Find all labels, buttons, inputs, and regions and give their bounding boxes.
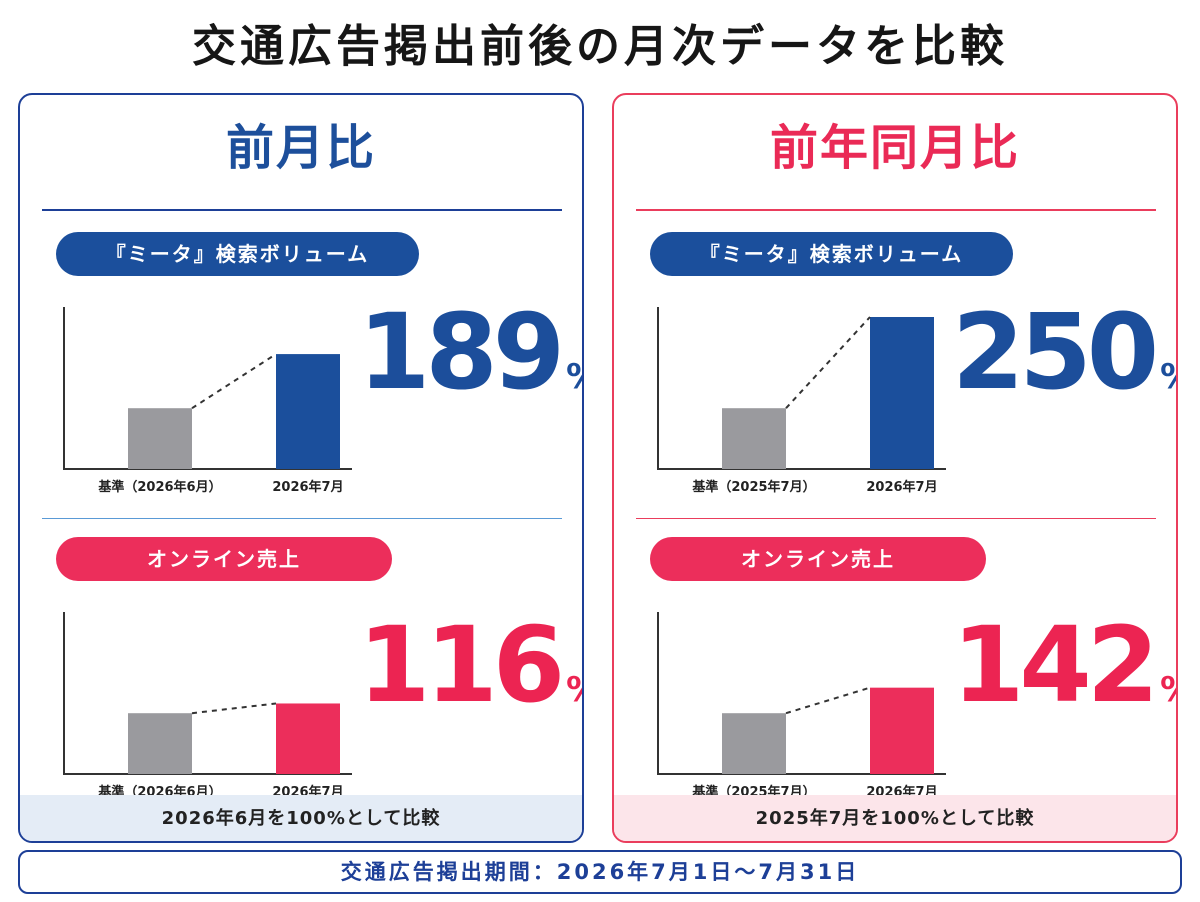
- bar-chart: 基準（2026年6月） 2026年7月: [63, 307, 352, 495]
- metric-online-sales: オンライン売上 基準（2026年6月）2026年7月 116%: [20, 537, 582, 837]
- metric-label-pill: オンライン売上: [650, 537, 986, 581]
- ad-period-banner: 交通広告掲出期間：2026年7月1日〜7月31日: [18, 850, 1182, 894]
- panel-heading: 前年同月比: [769, 120, 1020, 176]
- page-title: 交通広告掲出前後の月次データを比較: [192, 21, 1008, 72]
- bar-baseline: [128, 408, 192, 469]
- chart-axis: [657, 612, 946, 775]
- comparison-note: 2026年6月を100%として比較: [20, 795, 582, 841]
- bar-chart: 基準（2025年7月） 2026年7月: [657, 612, 946, 800]
- chart-axis: [63, 307, 352, 470]
- percent-number: 189: [358, 291, 565, 413]
- trend-dashed-line: [191, 353, 277, 410]
- percent-number: 116: [358, 604, 565, 726]
- chart-axis: [657, 307, 946, 470]
- percent-value: 250%: [952, 291, 1176, 413]
- x-tick-label: 基準（2025年7月）: [691, 479, 815, 495]
- x-tick-label: 2026年7月: [272, 479, 343, 495]
- percent-value: 142%: [952, 604, 1176, 726]
- divider: [636, 518, 1156, 519]
- divider: [42, 518, 562, 519]
- divider: [636, 209, 1156, 211]
- bar-baseline: [722, 713, 786, 774]
- bar-current: [276, 354, 340, 469]
- panel-heading: 前月比: [225, 120, 376, 176]
- chart-axis: [63, 612, 352, 775]
- bar-current: [870, 687, 934, 774]
- trend-dashed-line: [785, 316, 871, 409]
- bar-baseline: [128, 713, 192, 774]
- bar-baseline: [722, 408, 786, 469]
- metric-label-pill: オンライン売上: [56, 537, 392, 581]
- percent-value: 189%: [358, 291, 582, 413]
- percent-unit: %: [1160, 670, 1176, 710]
- panel-month-over-month: 前月比 『ミータ』検索ボリューム 基準（2026年6月） 2026年7月 189%…: [18, 93, 584, 843]
- metric-label-pill: 『ミータ』検索ボリューム: [650, 232, 1013, 276]
- trend-dashed-line: [785, 686, 871, 715]
- divider: [42, 209, 562, 211]
- metric-label-pill: 『ミータ』検索ボリューム: [56, 232, 419, 276]
- percent-value: 116%: [358, 604, 582, 726]
- bar-current: [870, 317, 934, 469]
- panel-year-over-year: 前年同月比 『ミータ』検索ボリューム 基準（2025年7月） 2026年7月 25…: [612, 93, 1178, 843]
- metric-search-volume: 『ミータ』検索ボリューム 基準（2026年6月） 2026年7月 189%: [20, 232, 582, 532]
- percent-number: 142: [952, 604, 1159, 726]
- x-tick-label: 2026年7月: [866, 479, 937, 495]
- percent-unit: %: [566, 357, 582, 397]
- trend-dashed-line: [191, 702, 277, 715]
- percent-unit: %: [566, 670, 582, 710]
- metric-search-volume: 『ミータ』検索ボリューム 基準（2025年7月） 2026年7月 250%: [614, 232, 1176, 532]
- percent-number: 250: [952, 291, 1159, 413]
- metric-online-sales: オンライン売上 基準（2025年7月）2026年7月 142%: [614, 537, 1176, 837]
- percent-unit: %: [1160, 357, 1176, 397]
- x-tick-label: 基準（2026年6月）: [97, 479, 221, 495]
- comparison-note: 2025年7月を100%として比較: [614, 795, 1176, 841]
- bar-current: [276, 703, 340, 774]
- bar-chart: 基準（2026年6月） 2026年7月: [63, 612, 352, 800]
- bar-chart: 基準（2025年7月） 2026年7月: [657, 307, 946, 495]
